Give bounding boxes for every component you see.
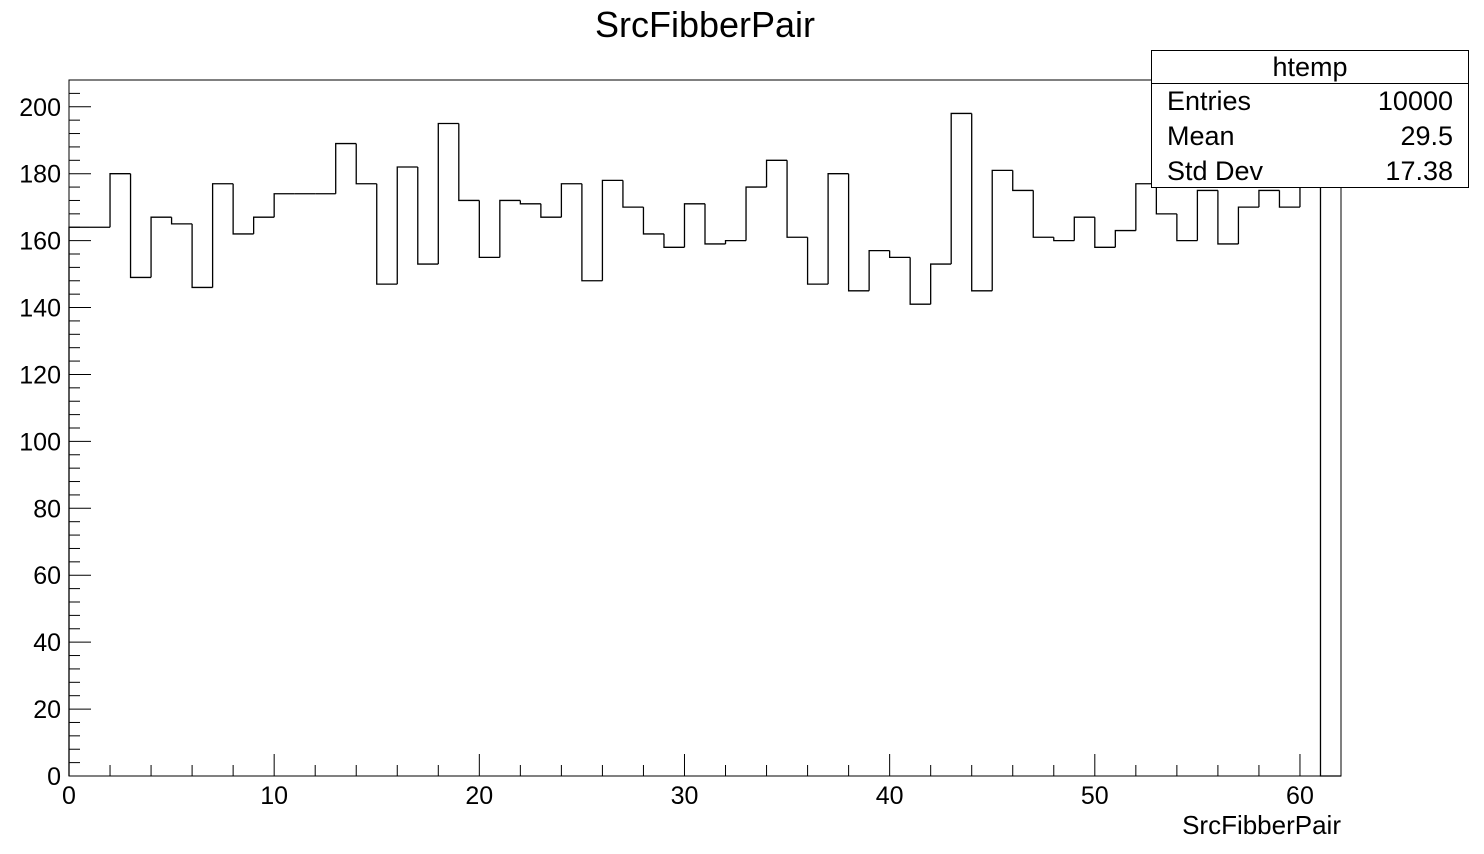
stats-value: 10000	[1377, 86, 1453, 116]
histogram-bin	[1278, 190, 1300, 208]
histogram-bin	[109, 173, 131, 228]
histogram-bin	[150, 216, 172, 278]
histogram-bin	[499, 199, 521, 258]
x-tick-label: 0	[62, 782, 76, 810]
histogram-bin	[129, 173, 152, 279]
histogram-bin	[1258, 189, 1280, 208]
histogram-bin	[273, 193, 295, 218]
histogram-bin	[232, 183, 254, 235]
histogram-bin	[1135, 183, 1157, 231]
stats-label: Mean	[1167, 121, 1235, 151]
y-tick-label: 140	[19, 295, 61, 323]
histogram-bin	[170, 217, 193, 225]
histogram-bin	[211, 183, 234, 288]
x-axis: 0 10 20 30 40 50 60	[62, 754, 1342, 810]
histogram-bin	[376, 183, 398, 285]
y-tick-label: 20	[33, 696, 61, 724]
x-axis-label: SrcFibberPair	[1182, 810, 1341, 840]
histogram-bin	[683, 203, 705, 248]
histogram-bin	[396, 166, 418, 285]
histogram-bin	[355, 143, 377, 185]
histogram-bin	[560, 183, 582, 218]
stats-row-mean: Mean 29.5	[1152, 119, 1468, 154]
histogram-bin	[847, 173, 870, 292]
histogram-bin	[1012, 170, 1034, 192]
histogram-bin	[1217, 190, 1239, 245]
x-tick-label: 50	[1081, 782, 1109, 810]
histogram-bin	[909, 257, 931, 305]
y-tick-label: 60	[33, 562, 61, 590]
histogram-bin	[642, 207, 664, 235]
histogram-bin	[478, 200, 500, 258]
histogram-bin	[663, 233, 685, 248]
histogram-bin	[601, 179, 623, 281]
histogram-bin	[991, 169, 1013, 291]
stats-title: htemp	[1152, 51, 1468, 84]
histogram-bin	[252, 216, 275, 234]
histogram-bin	[519, 200, 541, 205]
histogram-bin	[745, 186, 767, 241]
histogram-bin	[1053, 237, 1075, 242]
x-tick-label: 40	[876, 782, 904, 810]
y-tick-label: 80	[33, 495, 61, 523]
stats-value: 17.38	[1385, 156, 1453, 186]
histogram-bin	[827, 173, 849, 285]
histogram-bin	[786, 160, 808, 238]
x-tick-label: 10	[260, 782, 288, 810]
histogram-bin	[1073, 216, 1095, 241]
histogram-bin	[581, 183, 603, 282]
y-axis: 0 20 40 60 80 100 120 140 160 180 200	[19, 79, 91, 791]
y-tick-label: 120	[19, 361, 61, 389]
histogram-bin	[1155, 183, 1177, 215]
histogram-bins	[68, 112, 1341, 777]
histogram-bin	[1176, 213, 1198, 242]
y-tick-label: 180	[19, 161, 61, 189]
histogram-bin	[724, 239, 747, 244]
histogram-bin	[1114, 229, 1136, 248]
histogram-bin	[437, 122, 459, 265]
histogram-bin	[335, 142, 357, 194]
stats-row-std-dev: Std Dev 17.38	[1152, 154, 1468, 189]
x-tick-label: 60	[1286, 782, 1314, 810]
histogram-bin	[765, 159, 788, 188]
histogram-bin	[622, 180, 644, 208]
stats-value: 29.5	[1400, 121, 1453, 151]
histogram-bin	[888, 250, 911, 258]
histogram-bin	[1237, 206, 1259, 244]
histogram-bin	[868, 250, 890, 291]
histogram-bin	[950, 112, 972, 265]
histogram-bin	[417, 167, 439, 265]
y-tick-label: 100	[19, 428, 61, 456]
histogram-bin	[971, 113, 993, 292]
histogram-bin	[540, 203, 562, 218]
histogram-bin	[68, 226, 90, 776]
stats-label: Entries	[1167, 86, 1252, 116]
histogram-bin	[458, 123, 480, 202]
histogram-bin	[191, 223, 213, 289]
histogram-bin	[1319, 173, 1341, 777]
stats-box: htemp Entries 10000 Mean 29.5 Std Dev 17…	[1151, 50, 1469, 188]
x-tick-label: 30	[671, 782, 699, 810]
stats-label: Std Dev	[1167, 156, 1264, 186]
histogram-bin	[1032, 190, 1054, 238]
histogram-bin	[1094, 217, 1116, 248]
y-tick-label: 160	[19, 228, 61, 256]
y-tick-label: 0	[47, 763, 61, 791]
x-tick-label: 20	[465, 782, 493, 810]
histogram-bin	[806, 237, 829, 285]
histogram-bin	[704, 203, 726, 245]
chart-title: SrcFibberPair	[595, 4, 815, 45]
y-tick-label: 40	[33, 629, 61, 657]
histogram-bin	[930, 263, 952, 305]
histogram-bin	[1196, 189, 1218, 241]
stats-row-entries: Entries 10000	[1152, 84, 1468, 119]
y-tick-label: 200	[19, 94, 61, 122]
